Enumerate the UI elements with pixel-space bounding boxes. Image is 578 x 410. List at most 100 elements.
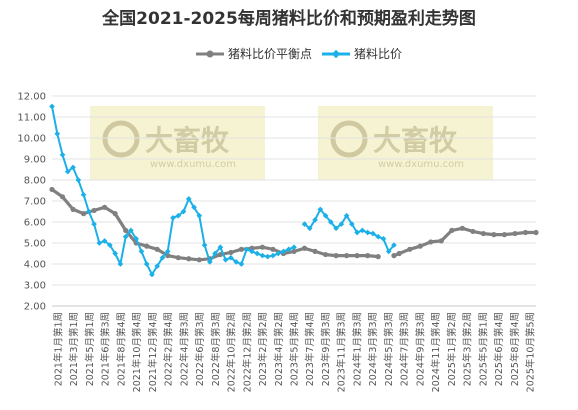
watermark-right: 大畜牧 www.dxumu.com [318, 106, 493, 180]
data-point [259, 244, 266, 250]
data-point [80, 191, 87, 198]
x-tick-label: 2021年5月第1周 [84, 312, 96, 386]
x-tick-label: 2022年10月第2周 [226, 312, 238, 392]
data-point [306, 225, 313, 232]
data-point [396, 250, 402, 257]
data-point [191, 204, 197, 211]
x-tick-label: 2023年11月第3周 [336, 312, 348, 392]
data-point [196, 257, 202, 263]
x-tick-label: 2022年12月第2周 [241, 312, 253, 392]
data-point [238, 246, 244, 252]
data-point [449, 227, 455, 233]
x-tick-label: 2023年5月第4周 [289, 312, 301, 386]
watermark-brand-left: 大畜牧 [145, 124, 230, 157]
data-point [259, 252, 266, 259]
x-tick-label: 2025年5月第1周 [477, 312, 489, 386]
data-point [85, 208, 92, 215]
data-point [233, 259, 239, 265]
data-point [143, 261, 150, 267]
y-tick-label: 7.00 [24, 197, 46, 208]
data-point [385, 248, 392, 255]
data-point [217, 244, 224, 251]
data-point [270, 246, 276, 252]
y-tick-label: 2.00 [24, 302, 46, 313]
data-point [264, 253, 271, 260]
data-point [470, 228, 476, 235]
data-point [364, 229, 371, 236]
watermark-logo-right [330, 120, 368, 158]
data-point [391, 253, 397, 259]
data-point [91, 207, 97, 214]
data-point [70, 206, 76, 212]
data-point [285, 246, 292, 253]
data-point [280, 248, 287, 255]
y-tick-label: 4.00 [24, 260, 46, 271]
data-point [243, 246, 250, 253]
data-point [354, 229, 360, 236]
data-point [196, 212, 203, 219]
data-point [75, 177, 82, 183]
data-point [533, 229, 539, 236]
data-point [301, 221, 308, 227]
data-point [491, 232, 497, 238]
data-point [254, 250, 261, 257]
data-point [438, 238, 444, 244]
data-point [327, 219, 334, 225]
x-tick-label: 2021年10月第4周 [131, 312, 143, 392]
y-tick-label: 6.00 [24, 218, 46, 229]
legend-marker-balance [206, 50, 214, 58]
data-point [370, 230, 376, 237]
data-point [59, 194, 66, 200]
x-tick-label: 2021年6月第3周 [100, 312, 112, 386]
data-point [333, 225, 339, 232]
x-tick-label: 2021年1月第1周 [53, 312, 65, 386]
x-tick-label: 2021年8月第4周 [115, 312, 127, 386]
data-point [112, 250, 118, 257]
data-point [217, 251, 223, 258]
data-point [59, 151, 66, 158]
data-point [480, 230, 486, 237]
x-tick-label: 2025年1月第2周 [446, 312, 458, 386]
data-point [349, 221, 355, 227]
y-axis: 2.00 3.00 4.00 5.00 6.00 7.00 8.00 9.00 10.00 11.… [17, 92, 536, 313]
data-point [354, 253, 360, 259]
x-tick-label: 2023年9月第3周 [320, 312, 332, 386]
data-point [49, 103, 55, 110]
data-point [128, 227, 134, 234]
x-axis: 2021年1月第1周 2021年3月第1周 2021年5月第1周 2021年6月第3周… [53, 312, 537, 392]
data-point [138, 248, 145, 255]
data-point [312, 248, 318, 254]
data-point [270, 252, 276, 259]
data-point [275, 250, 282, 257]
x-tick-label: 2024年7月第3周 [399, 312, 411, 386]
data-point [359, 227, 366, 234]
y-tick-label: 9.00 [24, 155, 46, 166]
data-point [206, 259, 213, 265]
x-tick-label: 2022年2月第4周 [163, 312, 175, 386]
data-point [338, 221, 345, 227]
data-point [154, 263, 161, 269]
data-point [291, 244, 297, 251]
data-point [365, 253, 371, 259]
watermark-url-right: www.dxumu.com [378, 159, 464, 170]
x-tick-label: 2023年4月第2周 [273, 312, 285, 386]
data-point [54, 130, 61, 137]
x-tick-label: 2021年3月第1周 [68, 312, 80, 386]
x-tick-label: 2024年11月第4周 [430, 312, 442, 392]
watermark-brand-right: 大畜牧 [373, 124, 458, 157]
data-point [312, 217, 318, 223]
x-tick-label: 2023年7月第4周 [304, 312, 316, 386]
data-point [144, 243, 150, 249]
x-tick-label: 2023年2月第2周 [257, 312, 269, 386]
data-point [375, 233, 382, 240]
legend-label-ratio: 猪料比价 [354, 47, 402, 61]
chart-title: 全国2021-2025每周猪料比价和预期盈利走势图 [101, 8, 476, 29]
watermark-left: 大畜牧 www.dxumu.com [90, 106, 265, 180]
data-point [291, 248, 297, 254]
watermark-box-right [318, 106, 493, 180]
x-tick-label: 2024年9月第3周 [414, 312, 426, 386]
data-point [222, 256, 229, 263]
data-point [175, 255, 181, 261]
x-tick-label: 2025年10月第5周 [525, 312, 537, 392]
legend: 猪料比价平衡点 猪料比价 [196, 47, 402, 61]
